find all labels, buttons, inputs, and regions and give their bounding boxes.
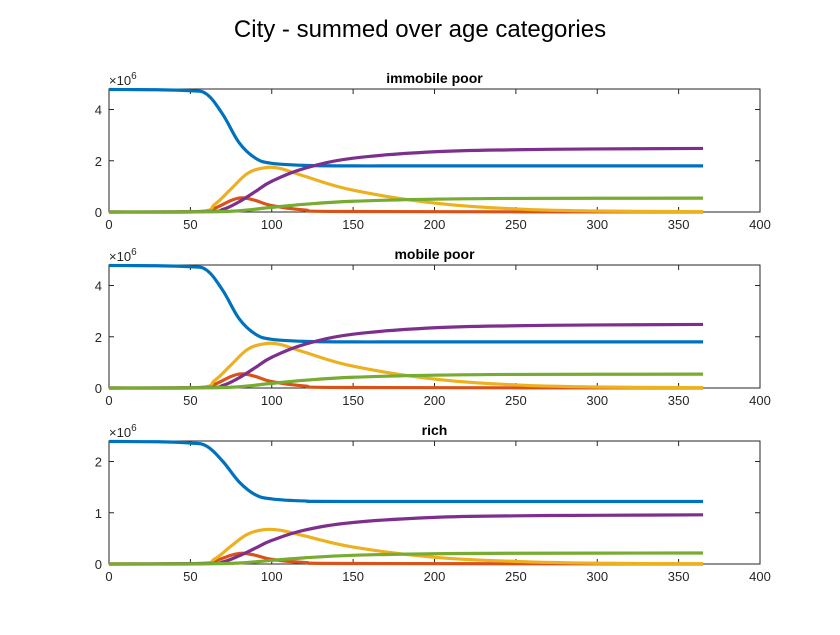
series-line-3 [108, 527, 704, 566]
y-exponent-power: 6 [131, 423, 137, 434]
x-tick-label: 250 [505, 569, 527, 584]
x-tick-label: 400 [749, 569, 771, 584]
y-exponent-label: ×106 [109, 247, 137, 264]
x-tick-label: 50 [183, 393, 197, 408]
y-tick-label: 2 [95, 330, 102, 345]
series-line-1 [108, 439, 704, 504]
subplot-title: immobile poor [386, 70, 483, 86]
y-tick-label: 2 [95, 154, 102, 169]
series-line-1 [108, 263, 704, 344]
x-tick-label: 350 [668, 393, 690, 408]
subplot-title: mobile poor [394, 246, 475, 262]
y-exponent-label: ×106 [109, 71, 137, 88]
x-tick-label: 150 [342, 217, 364, 232]
x-tick-label: 100 [261, 217, 283, 232]
x-tick-label: 50 [183, 217, 197, 232]
y-tick-label: 0 [95, 557, 102, 572]
x-tick-label: 350 [668, 569, 690, 584]
x-tick-label: 350 [668, 217, 690, 232]
y-tick-label: 4 [95, 103, 102, 118]
y-tick-label: 1 [95, 506, 102, 521]
subplot-3: 0 50 100 150 200 250 300 350 400 0 1 2 ×106 rich [95, 422, 771, 584]
x-tick-label: 250 [505, 393, 527, 408]
series-line-5 [108, 196, 704, 214]
subplot-1: 0 50 100 150 200 250 300 350 400 0 2 4 ×106 immobile … [95, 70, 771, 232]
x-tick-label: 300 [586, 569, 608, 584]
series-line-5 [108, 551, 704, 566]
series-line-1 [108, 87, 704, 168]
x-tick-label: 300 [586, 393, 608, 408]
x-tick-label: 200 [424, 217, 446, 232]
y-tick-label: 2 [95, 455, 102, 470]
x-tick-label: 100 [261, 569, 283, 584]
x-tick-label: 200 [424, 569, 446, 584]
y-exponent-label: ×106 [109, 423, 137, 440]
figure-title: City - summed over age categories [233, 16, 607, 43]
y-exponent-power: 6 [131, 247, 137, 258]
x-tick-label: 200 [424, 393, 446, 408]
x-tick-label: 50 [183, 569, 197, 584]
x-tick-label: 0 [105, 393, 112, 408]
series-line-5 [108, 372, 704, 390]
x-tick-label: 300 [586, 217, 608, 232]
subplot-title: rich [422, 422, 448, 438]
x-tick-label: 100 [261, 393, 283, 408]
y-tick-label: 4 [95, 279, 102, 294]
y-exponent-power: 6 [131, 71, 137, 82]
series-line-3 [108, 341, 704, 390]
x-tick-label: 150 [342, 393, 364, 408]
x-tick-label: 0 [105, 217, 112, 232]
x-tick-label: 150 [342, 569, 364, 584]
series-line-3 [108, 165, 704, 214]
x-tick-label: 0 [105, 569, 112, 584]
x-tick-label: 400 [749, 393, 771, 408]
y-tick-label: 0 [95, 205, 102, 220]
y-tick-label: 0 [95, 381, 102, 396]
x-tick-label: 250 [505, 217, 527, 232]
subplot-2: 0 50 100 150 200 250 300 350 400 0 2 4 ×106 mobile po… [95, 246, 771, 408]
x-tick-label: 400 [749, 217, 771, 232]
